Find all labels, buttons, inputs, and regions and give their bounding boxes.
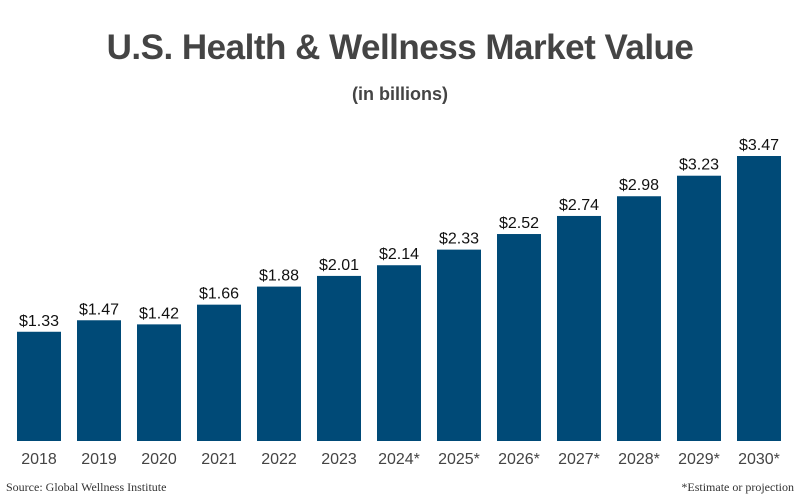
bar-2026 (497, 234, 541, 441)
chart-title: U.S. Health & Wellness Market Value (106, 28, 694, 67)
x-tick-label: 2025* (438, 451, 480, 468)
x-tick-label: 2027* (558, 451, 600, 468)
data-label: $2.74 (559, 197, 599, 214)
x-tick-label: 2024* (378, 451, 420, 468)
x-tick-label: 2029* (678, 451, 720, 468)
bar-2021 (197, 304, 241, 441)
data-label: $1.33 (19, 313, 59, 330)
x-tick-label: 2023 (321, 451, 357, 468)
bar-2023 (317, 275, 361, 441)
bar-2022 (257, 286, 301, 441)
data-label: $1.88 (259, 268, 299, 285)
data-label: $3.23 (679, 157, 719, 174)
chart-subtitle: (in billions) (352, 84, 448, 104)
data-label: $2.33 (439, 231, 479, 248)
bar-2030 (737, 156, 781, 441)
data-label: $1.66 (199, 286, 239, 303)
bar-2019 (77, 320, 121, 441)
bar-2025 (437, 249, 481, 441)
data-label: $3.47 (739, 137, 779, 154)
data-label: $1.47 (79, 301, 119, 318)
x-tick-label: 2022 (261, 451, 297, 468)
x-tick-label: 2021 (201, 451, 237, 468)
x-tick-label: 2030* (738, 451, 780, 468)
bar-2020 (137, 324, 181, 441)
bar-2024 (377, 265, 421, 441)
estimate-footnote: *Estimate or projection (681, 480, 794, 494)
bar-2027 (557, 215, 601, 441)
x-tick-label: 2020 (141, 451, 177, 468)
data-label: $2.01 (319, 257, 359, 274)
x-tick-label: 2019 (81, 451, 117, 468)
data-label: $1.42 (139, 305, 179, 322)
data-label: $2.98 (619, 177, 659, 194)
bar-2018 (17, 331, 61, 441)
x-tick-label: 2026* (498, 451, 540, 468)
data-label: $2.52 (499, 215, 539, 232)
x-tick-label: 2028* (618, 451, 660, 468)
x-tick-label: 2018 (21, 451, 57, 468)
source-note: Source: Global Wellness Institute (6, 480, 167, 494)
bar-2029 (677, 175, 721, 441)
data-label: $2.14 (379, 246, 419, 263)
bar-2028 (617, 196, 661, 441)
